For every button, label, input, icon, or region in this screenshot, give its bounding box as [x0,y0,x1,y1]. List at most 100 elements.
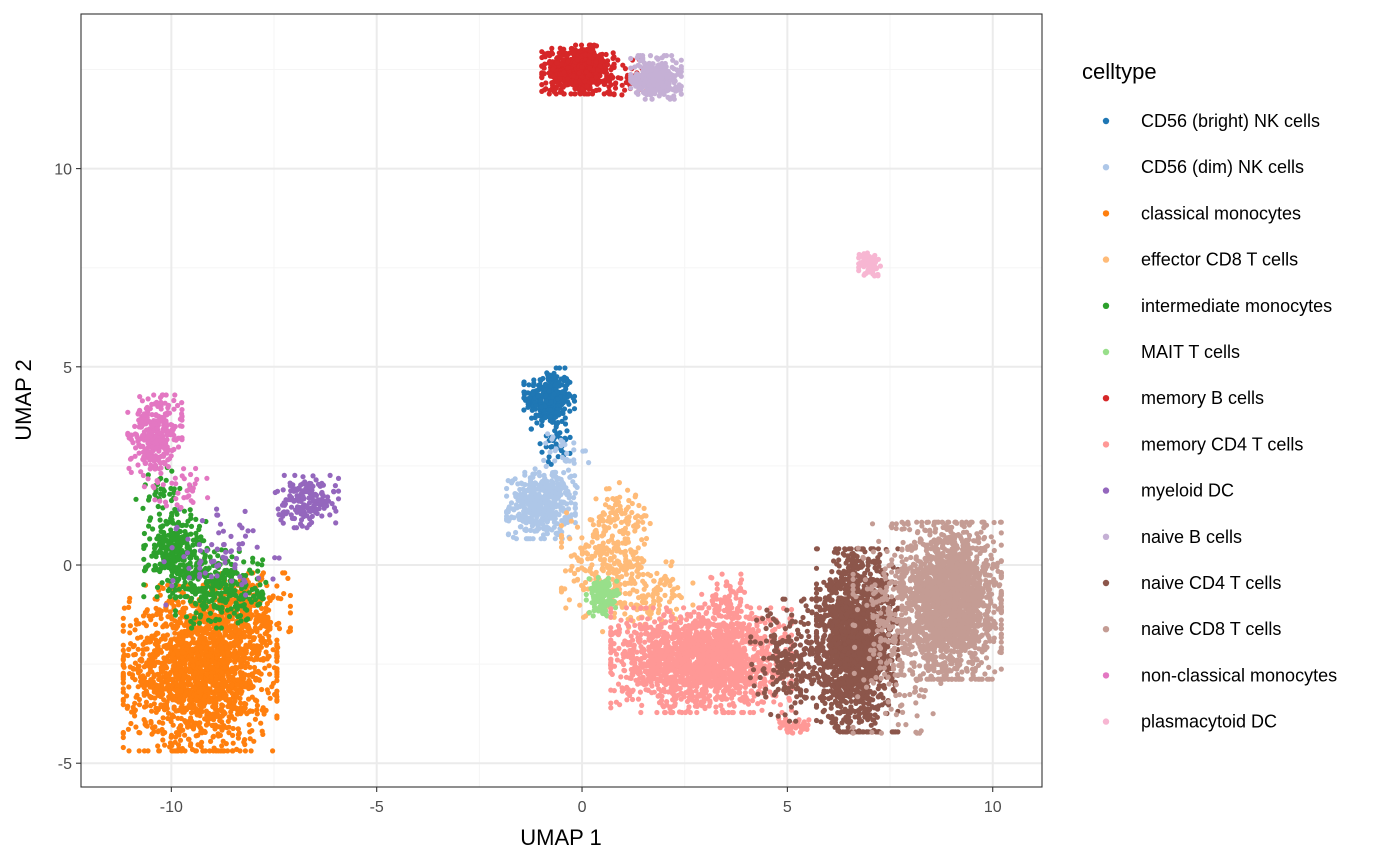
data-point [262,665,268,671]
data-point [558,53,564,59]
data-point [588,555,595,562]
data-point [584,83,590,89]
data-point [180,607,186,614]
data-point [586,72,593,78]
data-point [533,403,539,409]
data-point [127,623,133,629]
data-point [200,748,206,754]
data-point [196,620,203,626]
data-point [215,553,221,559]
data-point [554,521,561,527]
data-point [252,620,258,626]
data-point [187,507,193,513]
data-point [254,588,260,594]
data-point [543,463,549,469]
data-point [136,702,143,708]
data-point [232,648,238,654]
data-point [622,580,628,586]
data-point [582,579,589,586]
data-point [281,591,287,597]
data-point [266,633,272,639]
data-point [547,449,553,455]
data-point [583,550,589,556]
data-point [138,656,144,662]
data-point [155,692,161,699]
data-point [204,687,210,693]
data-point [690,602,696,608]
data-point [555,495,561,501]
data-point [130,665,136,672]
data-point [167,744,173,750]
data-point [274,653,280,659]
data-point [656,607,662,613]
data-point [606,504,612,510]
data-point [235,735,241,741]
data-point [270,748,276,754]
data-point [195,588,201,594]
data-point [247,736,253,742]
data-point [562,415,568,421]
data-point [566,597,573,603]
data-point [527,395,533,401]
data-point [550,79,556,86]
data-point [210,734,216,740]
data-point [673,606,680,612]
data-point [204,630,210,637]
data-point [274,658,280,664]
data-point [270,680,276,686]
data-point [228,631,234,637]
data-point [208,673,214,680]
data-point [589,590,595,596]
data-point [567,474,573,480]
data-point [513,492,520,498]
data-point [521,504,527,510]
data-point [193,697,199,703]
data-point [137,674,144,680]
data-point [690,580,696,586]
data-point [513,502,519,508]
data-point [247,729,253,735]
data-point [602,578,608,585]
data-point [525,515,532,522]
data-point [556,411,563,417]
data-point [578,42,585,48]
data-point [554,511,560,517]
data-point [141,582,147,588]
data-point [543,492,549,498]
data-point [513,536,520,542]
data-point [220,650,226,657]
data-point [220,598,226,604]
data-point [566,492,572,498]
data-point [546,91,552,97]
data-point [555,396,561,402]
data-point [191,583,197,589]
data-point [613,567,620,573]
data-point [263,609,269,615]
data-point [550,73,556,79]
data-point [625,536,631,542]
data-point [209,597,215,603]
data-point [622,87,628,93]
data-point [196,689,202,695]
data-point [574,524,581,530]
data-point [137,730,143,736]
data-point [570,479,576,485]
data-point [175,682,181,688]
data-point [170,533,176,539]
data-point [236,595,243,601]
data-point [605,538,612,545]
data-point [663,559,669,565]
data-point [180,599,186,605]
data-point [218,625,224,631]
data-point [232,588,238,594]
data-point [229,554,235,560]
data-point [184,722,191,728]
data-point [203,715,209,721]
data-point [558,376,565,382]
data-point [202,593,208,599]
data-point [156,719,162,725]
data-point [587,517,593,523]
data-point [548,444,554,450]
data-point [195,709,201,715]
data-point [197,636,203,642]
